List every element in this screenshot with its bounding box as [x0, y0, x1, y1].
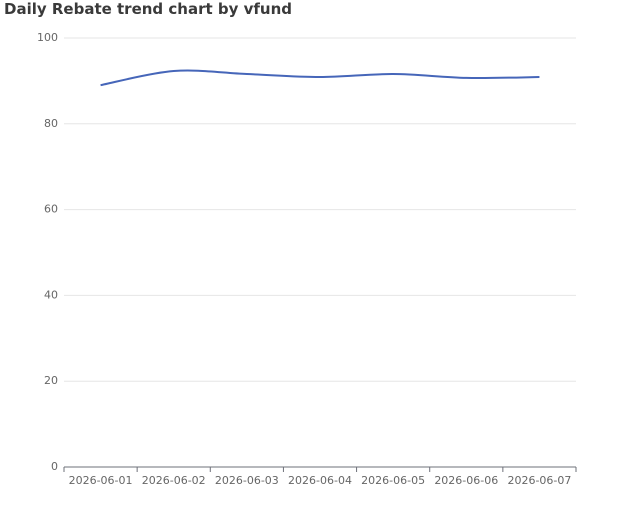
x-tick-label: 2026-06-03: [215, 474, 279, 487]
line-series: [100, 69, 540, 87]
y-tick-label: 100: [37, 31, 58, 44]
y-tick-label: 20: [44, 374, 58, 387]
x-tick-label: 2026-06-01: [69, 474, 133, 487]
x-tick-label: 2026-06-05: [361, 474, 425, 487]
y-tick-label: 80: [44, 117, 58, 130]
x-tick-label: 2026-06-02: [142, 474, 206, 487]
x-tick-label: 2026-06-07: [507, 474, 571, 487]
y-tick-label: 0: [51, 460, 58, 473]
y-tick-label: 60: [44, 203, 58, 216]
chart-title: Daily Rebate trend chart by vfund: [4, 0, 292, 18]
x-tick-label: 2026-06-06: [434, 474, 498, 487]
x-tick-label: 2026-06-04: [288, 474, 352, 487]
y-tick-label: 40: [44, 288, 58, 301]
